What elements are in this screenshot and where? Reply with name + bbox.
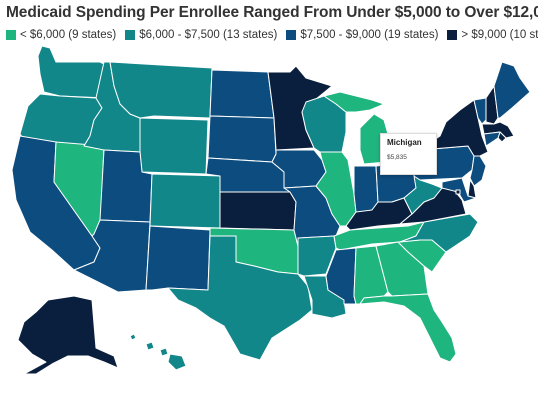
state-new-jersey[interactable]	[469, 155, 487, 187]
tooltip-value: $5,835	[387, 154, 407, 161]
state-north-dakota[interactable]	[209, 69, 275, 119]
tooltip-state-name: Michigan	[387, 138, 422, 147]
legend-label: $6,000 - $7,500 (13 states)	[139, 29, 278, 41]
legend-item-7500-9000[interactable]: $7,500 - $9,000 (19 states)	[286, 29, 438, 41]
state-michigan-upper[interactable]	[323, 91, 385, 113]
state-colorado[interactable]	[149, 173, 223, 229]
legend-swatch	[6, 30, 16, 40]
legend-label: < $6,000 (9 states)	[20, 29, 117, 41]
state-montana[interactable]	[109, 61, 213, 119]
legend-swatch	[125, 30, 136, 40]
state-alaska[interactable]	[17, 295, 119, 375]
state-west-virginia[interactable]	[403, 175, 443, 215]
legend-item-over-9000[interactable]: > $9,000 (10 states)	[447, 29, 538, 41]
state-hawaii-1[interactable]	[129, 333, 137, 341]
legend-label: > $9,000 (10 states)	[461, 29, 538, 41]
state-florida[interactable]	[359, 293, 457, 363]
map-title: Medicaid Spending Per Enrollee Ranged Fr…	[6, 4, 538, 21]
legend-item-6000-7500[interactable]: $6,000 - $7,500 (13 states)	[125, 29, 277, 41]
state-dc[interactable]	[455, 189, 461, 195]
state-kansas[interactable]	[219, 191, 297, 231]
state-hawaii-2[interactable]	[145, 341, 155, 351]
state-south-dakota[interactable]	[207, 115, 277, 163]
state-hawaii-3[interactable]	[159, 347, 169, 357]
state-north-carolina[interactable]	[399, 213, 479, 253]
state-connecticut[interactable]	[483, 131, 501, 147]
state-vermont[interactable]	[473, 97, 487, 125]
legend-label: $7,500 - $9,000 (19 states)	[300, 29, 439, 41]
legend-swatch	[286, 30, 297, 40]
state-hawaii-4[interactable]	[167, 353, 187, 371]
state-texas[interactable]	[167, 235, 313, 361]
legend-swatch	[447, 30, 458, 40]
legend: < $6,000 (9 states) $6,000 - $7,500 (13 …	[6, 29, 538, 41]
tooltip: Michigan $5,835	[380, 133, 437, 175]
state-new-mexico[interactable]	[145, 225, 211, 291]
state-wyoming[interactable]	[139, 117, 209, 175]
state-illinois[interactable]	[315, 151, 357, 227]
state-maine[interactable]	[493, 61, 531, 119]
legend-item-under-6000[interactable]: < $6,000 (9 states)	[6, 29, 116, 41]
state-new-york[interactable]	[419, 99, 489, 157]
